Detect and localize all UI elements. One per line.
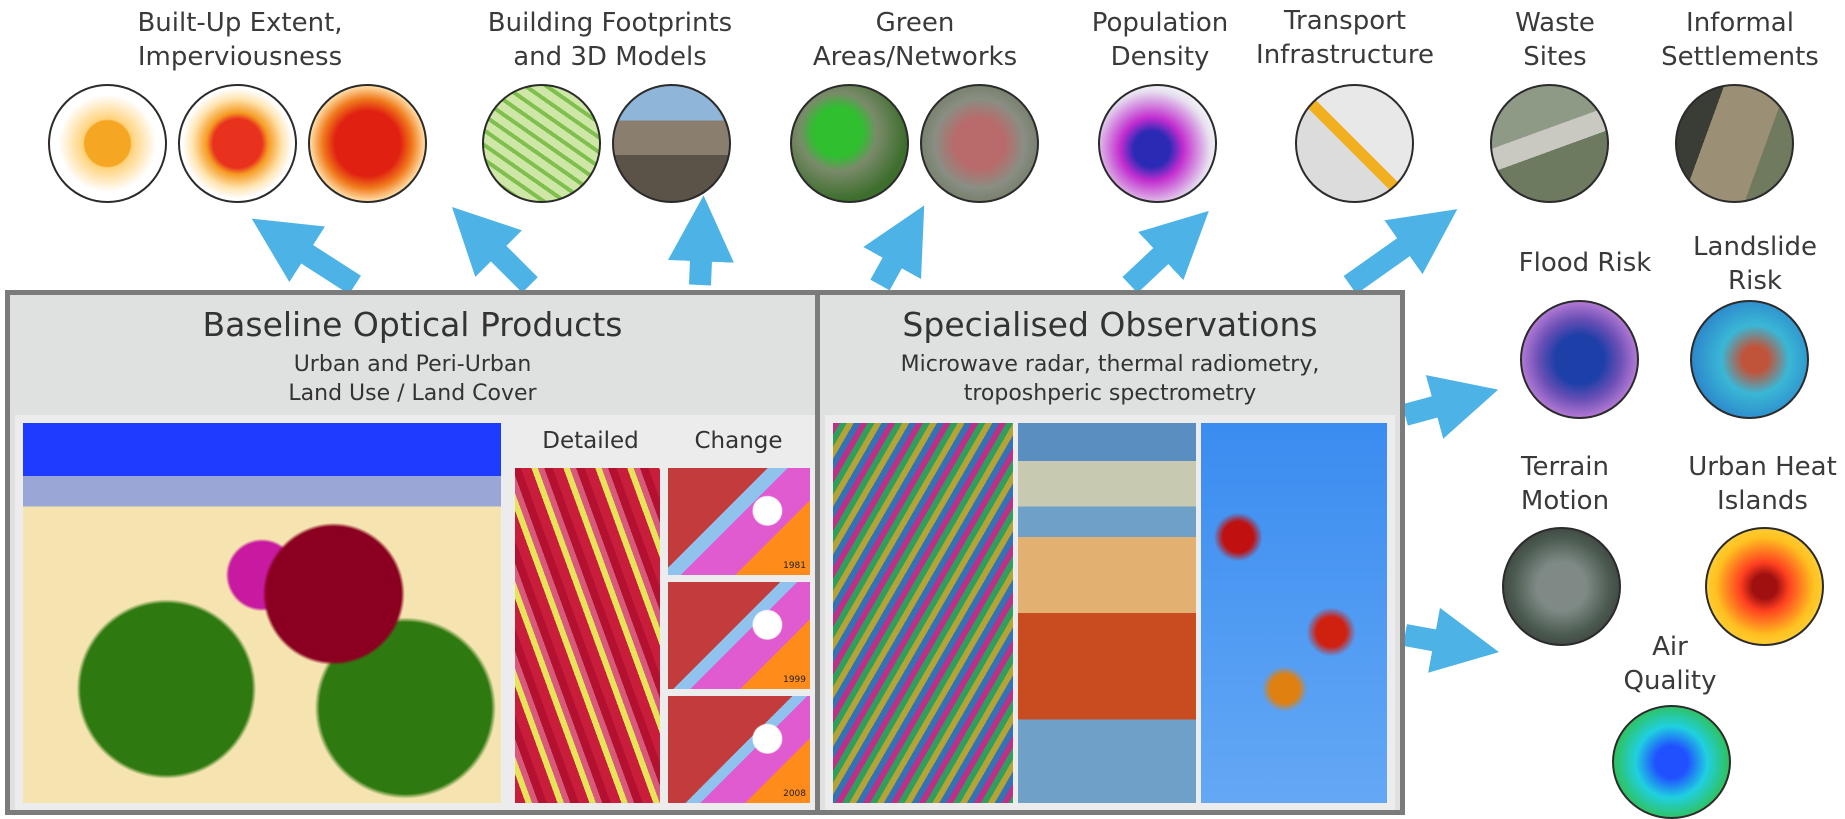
- baseline-panel: Baseline Optical Products Urban and Peri…: [5, 290, 820, 815]
- arrow-green: [863, 205, 925, 291]
- thumb-built-up-2: [178, 84, 297, 203]
- specialised-title: Specialised Observations: [902, 305, 1318, 344]
- baseline-subtitle-1: Urban and Peri-Urban: [293, 352, 532, 377]
- label-air: Air Quality: [1623, 632, 1717, 696]
- thumb-flood: [1520, 300, 1639, 419]
- arrow-buildings: [451, 206, 538, 293]
- detailed-heading: Detailed: [542, 428, 639, 454]
- label-heat: Urban Heat Islands: [1688, 452, 1837, 516]
- thumb-terrain: [1502, 527, 1621, 646]
- thumb-green-1: [790, 84, 909, 203]
- land-cover-map: [23, 423, 501, 803]
- thumb-3d-models: [612, 84, 731, 203]
- thumb-informal: [1675, 84, 1794, 203]
- thumb-population: [1098, 84, 1217, 203]
- thumb-landslide: [1690, 300, 1809, 419]
- arrow-transport: [1343, 209, 1458, 294]
- arrow-buildings-3d: [667, 195, 734, 286]
- specialised-panel: Specialised Observations Microwave radar…: [815, 290, 1405, 815]
- label-informal: Informal Settlements: [1661, 8, 1819, 72]
- thumb-waste: [1490, 84, 1609, 203]
- thumb-heat: [1705, 527, 1824, 646]
- arrow-population: [1122, 210, 1209, 294]
- baseline-title: Baseline Optical Products: [202, 305, 623, 344]
- change-map-2008: 2008: [668, 696, 810, 803]
- thumb-built-up-3: [308, 84, 427, 203]
- year-2008: 2008: [783, 789, 806, 799]
- change-map-1999: 1999: [668, 582, 810, 689]
- change-heading: Change: [694, 428, 783, 454]
- label-transport: Transport Infrastructure: [1256, 6, 1434, 70]
- label-landslide: Landslide Risk: [1693, 232, 1817, 296]
- thumb-transport: [1295, 84, 1414, 203]
- thumb-green-2: [920, 84, 1039, 203]
- specialised-subtitle-2: troposhperic spectrometry: [963, 381, 1257, 406]
- arrow-flood: [1402, 375, 1499, 439]
- specialised-subtitle-1: Microwave radar, thermal radiometry,: [900, 352, 1320, 377]
- tropospheric-map: [1201, 423, 1387, 803]
- arrow-built-up: [251, 218, 361, 295]
- label-flood: Flood Risk: [1518, 248, 1652, 278]
- baseline-subtitle-2: Land Use / Land Cover: [288, 381, 537, 406]
- label-built-up: Built-Up Extent, Imperviousness: [137, 8, 343, 72]
- thumb-built-up-1: [48, 84, 167, 203]
- label-green: Green Areas/Networks: [812, 8, 1018, 72]
- label-terrain: Terrain Motion: [1520, 452, 1610, 516]
- detailed-map: [515, 468, 660, 803]
- label-population: Population Density: [1091, 8, 1229, 72]
- year-1999: 1999: [783, 675, 806, 685]
- thumb-air: [1612, 705, 1731, 819]
- label-waste: Waste Sites: [1515, 8, 1595, 72]
- year-1981: 1981: [783, 561, 806, 571]
- change-map-1981: 1981: [668, 468, 810, 575]
- thumb-building-footprints: [482, 84, 601, 203]
- arrow-terrain: [1403, 607, 1499, 673]
- thermal-map: [1018, 423, 1196, 803]
- label-buildings: Building Footprints and 3D Models: [487, 8, 733, 72]
- radar-interferogram: [833, 423, 1013, 803]
